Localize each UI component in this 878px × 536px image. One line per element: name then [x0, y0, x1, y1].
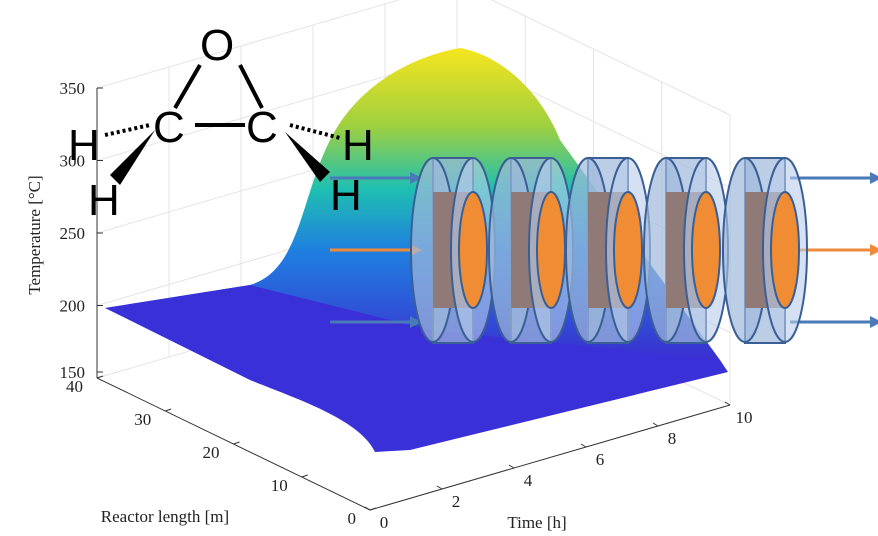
z-tick-label: 200 [60, 297, 86, 316]
core-end [613, 191, 643, 309]
tick-mark [724, 401, 731, 406]
z-tick-label: 250 [60, 224, 86, 243]
x-tick-label: 8 [668, 429, 677, 448]
arrow-head [410, 172, 422, 184]
y-tick-label: 0 [348, 509, 357, 528]
tick-mark [580, 443, 587, 448]
core-end [691, 191, 721, 309]
axis-line [369, 404, 731, 511]
arrow-head [870, 244, 878, 256]
y-tick-label: 30 [134, 410, 151, 429]
tick-mark [96, 375, 104, 379]
z-tick-label: 300 [60, 152, 86, 171]
x-tick-label: 4 [524, 471, 533, 490]
reactor-diagram [330, 157, 878, 344]
molecule: O C C H H H H [68, 21, 374, 225]
x-tick-label: 0 [380, 513, 389, 532]
tick-mark [364, 506, 371, 511]
y-axis-label: Reactor length [m] [101, 507, 229, 526]
tick-mark [301, 474, 308, 478]
grid-line [96, 0, 731, 116]
arrow-head [870, 316, 878, 328]
x-tick-label: 10 [736, 408, 753, 427]
y-tick-label: 40 [66, 377, 83, 396]
core-end [536, 191, 566, 309]
core-end [770, 191, 800, 309]
atom: C [246, 103, 278, 152]
tick-mark [369, 507, 377, 511]
tick-mark [508, 464, 515, 469]
y-tick-label: 10 [271, 476, 288, 495]
atom: O [200, 21, 234, 70]
tick-mark [652, 422, 659, 427]
z-tick-label: 150 [60, 363, 86, 382]
tick-mark [436, 485, 443, 490]
atom: H [342, 121, 374, 170]
x-tick-label: 6 [596, 450, 605, 469]
atom: H [88, 176, 120, 225]
tick-mark [165, 408, 172, 412]
y-tick-label: 20 [203, 443, 220, 462]
z-tick-label: 350 [60, 79, 86, 98]
x-axis-label: Time [h] [507, 513, 566, 532]
arrow-head [410, 316, 422, 328]
arrow-head [870, 172, 878, 184]
atom: C [153, 103, 185, 152]
core-end [458, 191, 488, 309]
atom: H [68, 121, 100, 170]
surface-base [105, 285, 728, 452]
z-axis-label: Temperature [°C] [25, 175, 44, 294]
tick-mark [233, 441, 240, 445]
x-tick-label: 2 [452, 492, 461, 511]
